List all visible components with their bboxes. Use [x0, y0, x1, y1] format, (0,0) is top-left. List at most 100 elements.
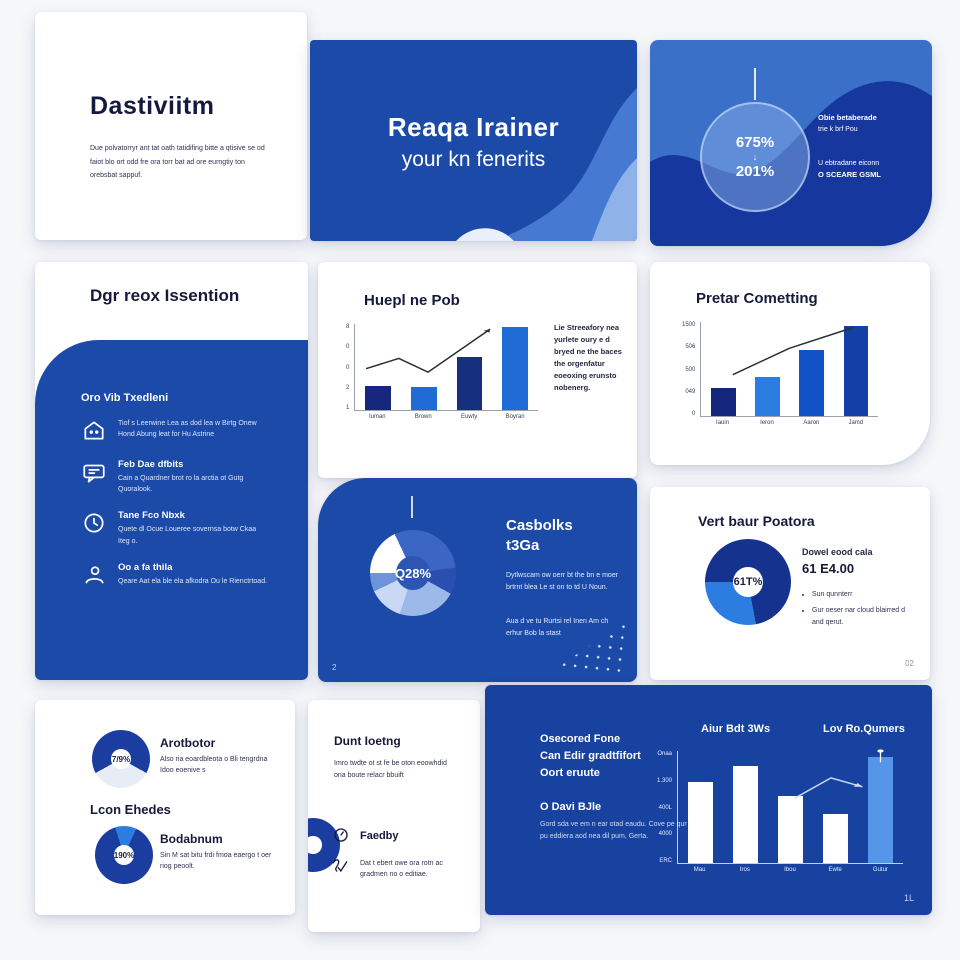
- stat-note-1: Obie betaberade trie k brf Pou: [818, 112, 923, 135]
- donut-chart: 61T%: [705, 539, 791, 625]
- donut-pointer-line: [411, 496, 413, 518]
- slide-body: Imro twdte ot st fe be oton eoowhdid ona…: [334, 760, 447, 779]
- stat-circle: 675% ↓ 201%: [700, 102, 810, 212]
- section-paragraph-1: Dytlwscam ow oerr bt the bn e moer brtrn…: [506, 572, 619, 591]
- bullet-list: Sun qunnterr Gur oeser nar cloud blairre…: [802, 589, 912, 633]
- slide-bar-chart-3[interactable]: Osecored Fone Can Edir gradtfifort Oort …: [485, 685, 932, 915]
- donut-chart: 7/9%: [92, 730, 150, 788]
- section-title-line1: Casbolks: [506, 517, 573, 534]
- bar: [799, 350, 825, 416]
- slide-title: Dunt Ioetng: [334, 734, 401, 748]
- bar: [843, 325, 869, 416]
- bar: [822, 813, 849, 863]
- donut-center-label: Q28%: [395, 555, 431, 591]
- person-icon: [81, 562, 107, 588]
- list-item-body: Quete dl Ocue Loueree sovernsa botw Ckaa…: [118, 526, 257, 545]
- stat-note-2-line1: U ebtradane eiconn: [818, 160, 880, 167]
- chat-icon: [81, 459, 107, 485]
- list-item-title: Oo a fa thila: [118, 561, 173, 573]
- bar-chart: Onaa 1.300 400L 4000 ERC Mau Iros Ibou Ewte Gutur: [657, 749, 903, 873]
- trend-line: [355, 324, 538, 410]
- stat-note-2: U ebtradane eiconn O SCEARE GSML: [818, 158, 923, 181]
- bar: [687, 782, 714, 863]
- stat-value-bottom: 201%: [735, 163, 775, 180]
- list-item-body: Dat t ebert owe ora rotn ac gradmen no o…: [360, 860, 443, 879]
- stat-label: Dowel eood cala: [802, 547, 873, 557]
- stat-body: Sin M sat bitu frdi fmoa eaergo t oer ri…: [160, 852, 272, 871]
- stat-note-1-line2: trie k brf Pou: [818, 126, 858, 133]
- slide-text-list[interactable]: Dunt Ioetng Imro twdte ot st fe be oton …: [308, 700, 480, 932]
- section-title: Casbolks t3Ga: [506, 516, 573, 557]
- stat-title: Bodabnum: [160, 832, 223, 846]
- stat-note-2-line2: O SCEARE GSML: [818, 170, 881, 180]
- list-item-body: Qeare Aat ela ble ela afkodra Ou le Rien…: [118, 577, 268, 585]
- check-scribble-icon: [330, 856, 350, 876]
- chart-title: Huepl ne Pob: [364, 292, 460, 309]
- gauge-icon: [332, 826, 350, 844]
- donut-chart: 190%: [95, 826, 153, 884]
- donut-center-label: 190%: [113, 844, 135, 866]
- bar-chart: 8 0 0 2 1 Iuman Brown Euwty Boyran: [346, 324, 538, 420]
- deck-subtitle: your kn fenerits: [401, 148, 546, 171]
- section-title-line2: t3Ga: [506, 537, 540, 555]
- list-item-body: Tiof s Leerwine Lea as dod lea w Birtg O…: [118, 420, 257, 439]
- slide-title: Vert baur Poatora: [698, 513, 815, 529]
- list-item: Oo a fa thila Qeare Aat ela ble ela afko…: [81, 562, 290, 588]
- stat-value: 61 E4.00: [802, 561, 855, 576]
- donut-center-label: 61T%: [732, 566, 764, 598]
- chart-side-text: Lie Streeafory nea yurlete oury e d brye…: [554, 323, 622, 392]
- headline: Osecored Fone Can Edir gradtfifort Oort …: [540, 731, 641, 782]
- list-item-body: Cain a Quardner brot ro la arctia ot Gut…: [118, 475, 244, 494]
- bar: [365, 385, 391, 410]
- cover-title: Dastiviitm: [90, 92, 215, 120]
- slide-cover-middle[interactable]: Reaqa Irainer your kn fenerits: [310, 40, 637, 241]
- list-item-title: Feb Dae dfbits: [118, 459, 184, 470]
- list-item-title: Faedby: [360, 830, 399, 842]
- agenda-panel: Oro Vib Txedleni Tiof s Leerwine Lea as …: [35, 340, 308, 680]
- stat-value-top: 675%: [735, 134, 775, 151]
- stat-pointer-line: [754, 68, 756, 100]
- agenda-panel-heading: Oro Vib Txedleni: [81, 392, 169, 404]
- slide-donut-white[interactable]: Vert baur Poatora 61T% Dowel eood cala 6…: [650, 487, 930, 680]
- chart-title-right: Lov Ro.Qumers: [823, 723, 905, 735]
- slide-bar-chart-1[interactable]: Huepl ne Pob 8 0 0 2 1 Iuman Brown Euwty Boyran …: [318, 262, 637, 478]
- list-item: Feb Dae dfbits Cain a Quardner brot ro l…: [81, 459, 290, 495]
- bar: [867, 756, 894, 863]
- slide-donut-stats[interactable]: 7/9% Arotbotor Also ria eoardbleota o Bl…: [35, 700, 295, 915]
- bar: [777, 795, 804, 863]
- slide-bar-chart-2[interactable]: Pretar Cometting 1500 506 500 049 0 Iauin Iero…: [650, 262, 930, 465]
- slide-agenda[interactable]: Dgr reox Issention Oro Vib Txedleni Tiof…: [35, 262, 308, 680]
- bar-chart: 1500 506 500 049 0 Iauin Ieron Aaron Jamd: [682, 322, 878, 426]
- slide-stats[interactable]: 675% ↓ 201% Obie betaberade trie k brf P…: [650, 40, 932, 246]
- trend-line: [678, 749, 884, 863]
- section-paragraph-2: Aua d ve tu Rurtsi rel Inen Am ch erhur …: [506, 618, 609, 637]
- donut-center-label: [308, 836, 322, 854]
- bar: [456, 356, 483, 410]
- stat-title: Arotbotor: [160, 736, 216, 750]
- list-item: Tane Fco Nbxk Quete dl Ocue Loueree sove…: [81, 510, 290, 546]
- bar: [732, 765, 759, 863]
- list-item-title: Tane Fco Nbxk: [118, 510, 185, 522]
- agenda-title: Dgr reox Issention: [90, 286, 240, 305]
- stat-note-1-line1: Obie betaberade: [818, 113, 877, 122]
- arrow-down-icon: ↓: [752, 152, 758, 162]
- clock-icon: [81, 510, 107, 536]
- bar: [502, 326, 528, 410]
- trend-line: [701, 322, 878, 416]
- cover-body-text: Due polvatorryr ant tat oath tatidifing …: [90, 145, 265, 180]
- page-number: 1L: [903, 893, 914, 903]
- sub-title: O Davi BJle: [540, 801, 602, 813]
- donut-chart: Q28%: [370, 530, 456, 616]
- headline-line1: Osecored Fone: [540, 733, 621, 745]
- slide-cover-left[interactable]: Dastiviitm Due polvatorryr ant tat oath …: [35, 12, 307, 240]
- section-heading: Lcon Ehedes: [90, 802, 171, 817]
- bullet-item: Sun qunnterr: [812, 589, 912, 601]
- bar: [711, 387, 736, 416]
- deck-title: Reaqa Irainer: [387, 112, 560, 142]
- headline-line3: Oort eruute: [540, 767, 600, 780]
- slide-donut-blue[interactable]: Q28% Casbolks t3Ga Dytlwscam ow oerr bt …: [318, 478, 637, 682]
- page-number: 02: [905, 659, 914, 668]
- list-item: Tiof s Leerwine Lea as dod lea w Birtg O…: [81, 418, 290, 444]
- donut-center-label: 7/9%: [110, 748, 132, 770]
- chart-title-left: Aiur Bdt 3Ws: [701, 723, 771, 735]
